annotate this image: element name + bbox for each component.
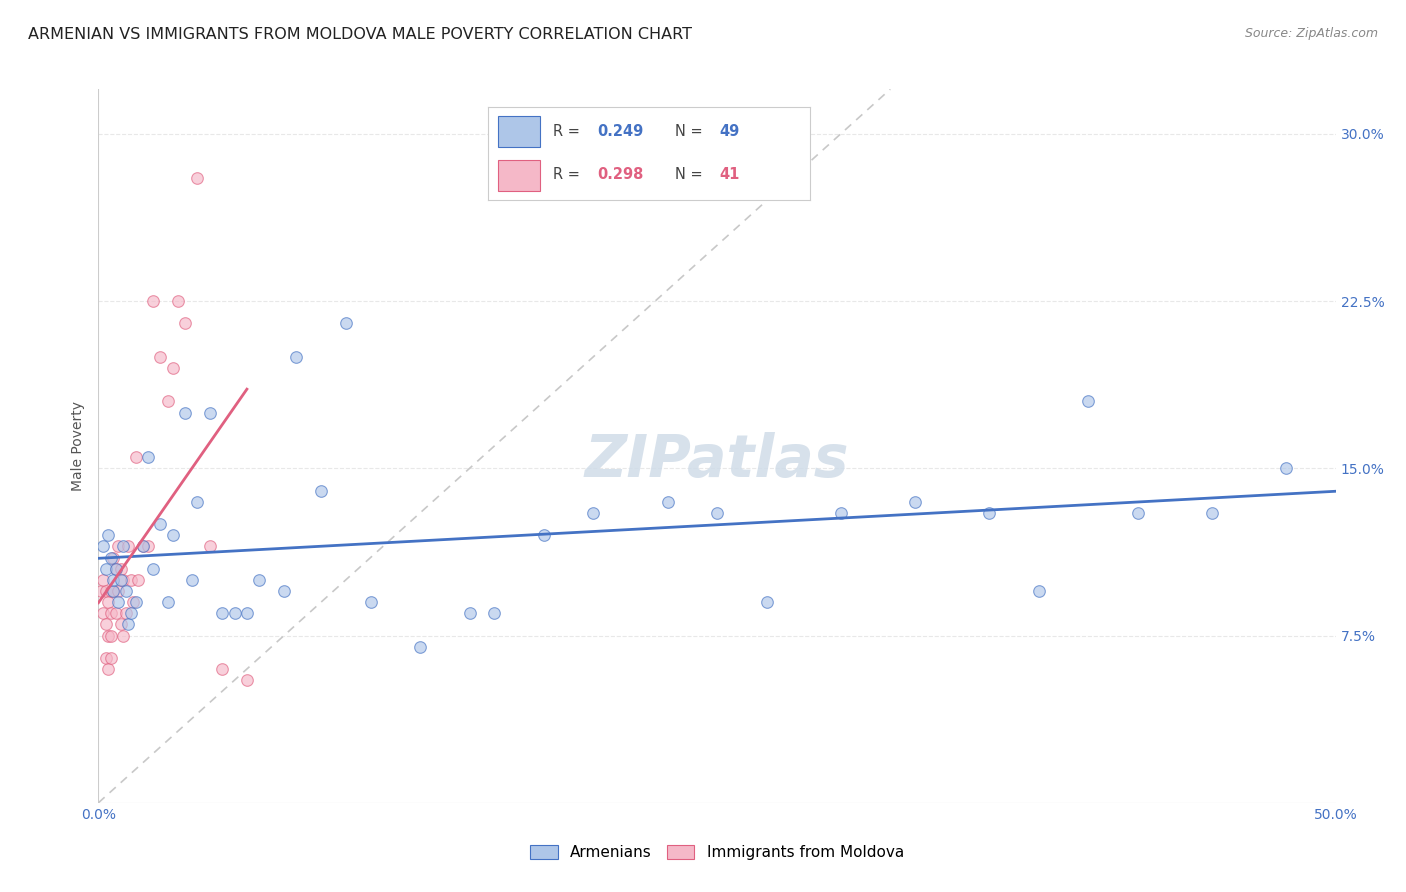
Point [360,595,382,609]
Point [162,360,184,375]
Point [103,583,125,598]
Point [132,539,155,553]
Point [104,607,127,621]
Point [124,595,146,609]
Point [120,607,142,621]
Point [149,350,172,364]
Point [1077,394,1099,409]
Point [247,573,270,587]
Point [94,583,117,598]
Point [142,293,165,308]
Point [104,562,127,576]
Point [103,583,125,598]
Point [755,595,778,609]
Point [110,573,132,587]
Point [156,595,179,609]
Point [117,617,139,632]
Point [186,171,208,186]
Point [103,573,125,587]
Point [458,607,481,621]
Text: Source: ZipAtlas.com: Source: ZipAtlas.com [1244,27,1378,40]
Point [273,583,295,598]
Point [97,595,120,609]
Point [100,607,122,621]
Point [94,617,117,632]
Point [657,494,679,508]
Point [582,506,605,520]
Point [285,350,308,364]
Point [186,494,208,508]
Point [198,539,221,553]
Point [1201,506,1223,520]
Point [93,573,115,587]
Point [706,506,728,520]
Text: ZIPatlas: ZIPatlas [585,432,849,489]
Point [236,607,259,621]
Point [132,539,155,553]
Point [830,506,852,520]
Point [904,494,927,508]
Point [107,583,129,598]
Legend: Armenians, Immigrants from Moldova: Armenians, Immigrants from Moldova [524,839,910,866]
Point [120,573,142,587]
Point [198,405,221,420]
Point [90,583,112,598]
Point [211,607,233,621]
Point [93,539,115,553]
Point [112,573,135,587]
Point [94,651,117,665]
Point [181,573,204,587]
Point [114,607,136,621]
Point [211,662,233,676]
Y-axis label: Male Poverty: Male Poverty [72,401,86,491]
Point [1275,461,1298,475]
Point [162,528,184,542]
Point [127,573,149,587]
Point [533,528,555,542]
Point [110,562,132,576]
Point [97,662,120,676]
Point [107,595,129,609]
Point [100,550,122,565]
Point [156,394,179,409]
Point [1126,506,1149,520]
Point [149,517,172,532]
Point [136,539,159,553]
Point [117,539,139,553]
Point [112,539,135,553]
Point [1028,583,1050,598]
Point [409,640,432,654]
Point [136,450,159,465]
Point [236,673,259,687]
Point [100,651,122,665]
Point [174,317,197,331]
Point [104,562,127,576]
Point [124,450,146,465]
Point [224,607,246,621]
Point [93,607,115,621]
Point [100,583,122,598]
Point [112,628,135,642]
Point [166,293,188,308]
Point [107,539,129,553]
Point [97,528,120,542]
Point [979,506,1001,520]
Point [142,562,165,576]
Point [100,628,122,642]
Point [335,317,357,331]
Point [484,607,506,621]
Point [174,405,197,420]
Point [110,617,132,632]
Point [114,583,136,598]
Point [97,628,120,642]
Point [122,595,145,609]
Point [309,483,332,498]
Text: ARMENIAN VS IMMIGRANTS FROM MOLDOVA MALE POVERTY CORRELATION CHART: ARMENIAN VS IMMIGRANTS FROM MOLDOVA MALE… [28,27,692,42]
Point [94,562,117,576]
Point [103,550,125,565]
